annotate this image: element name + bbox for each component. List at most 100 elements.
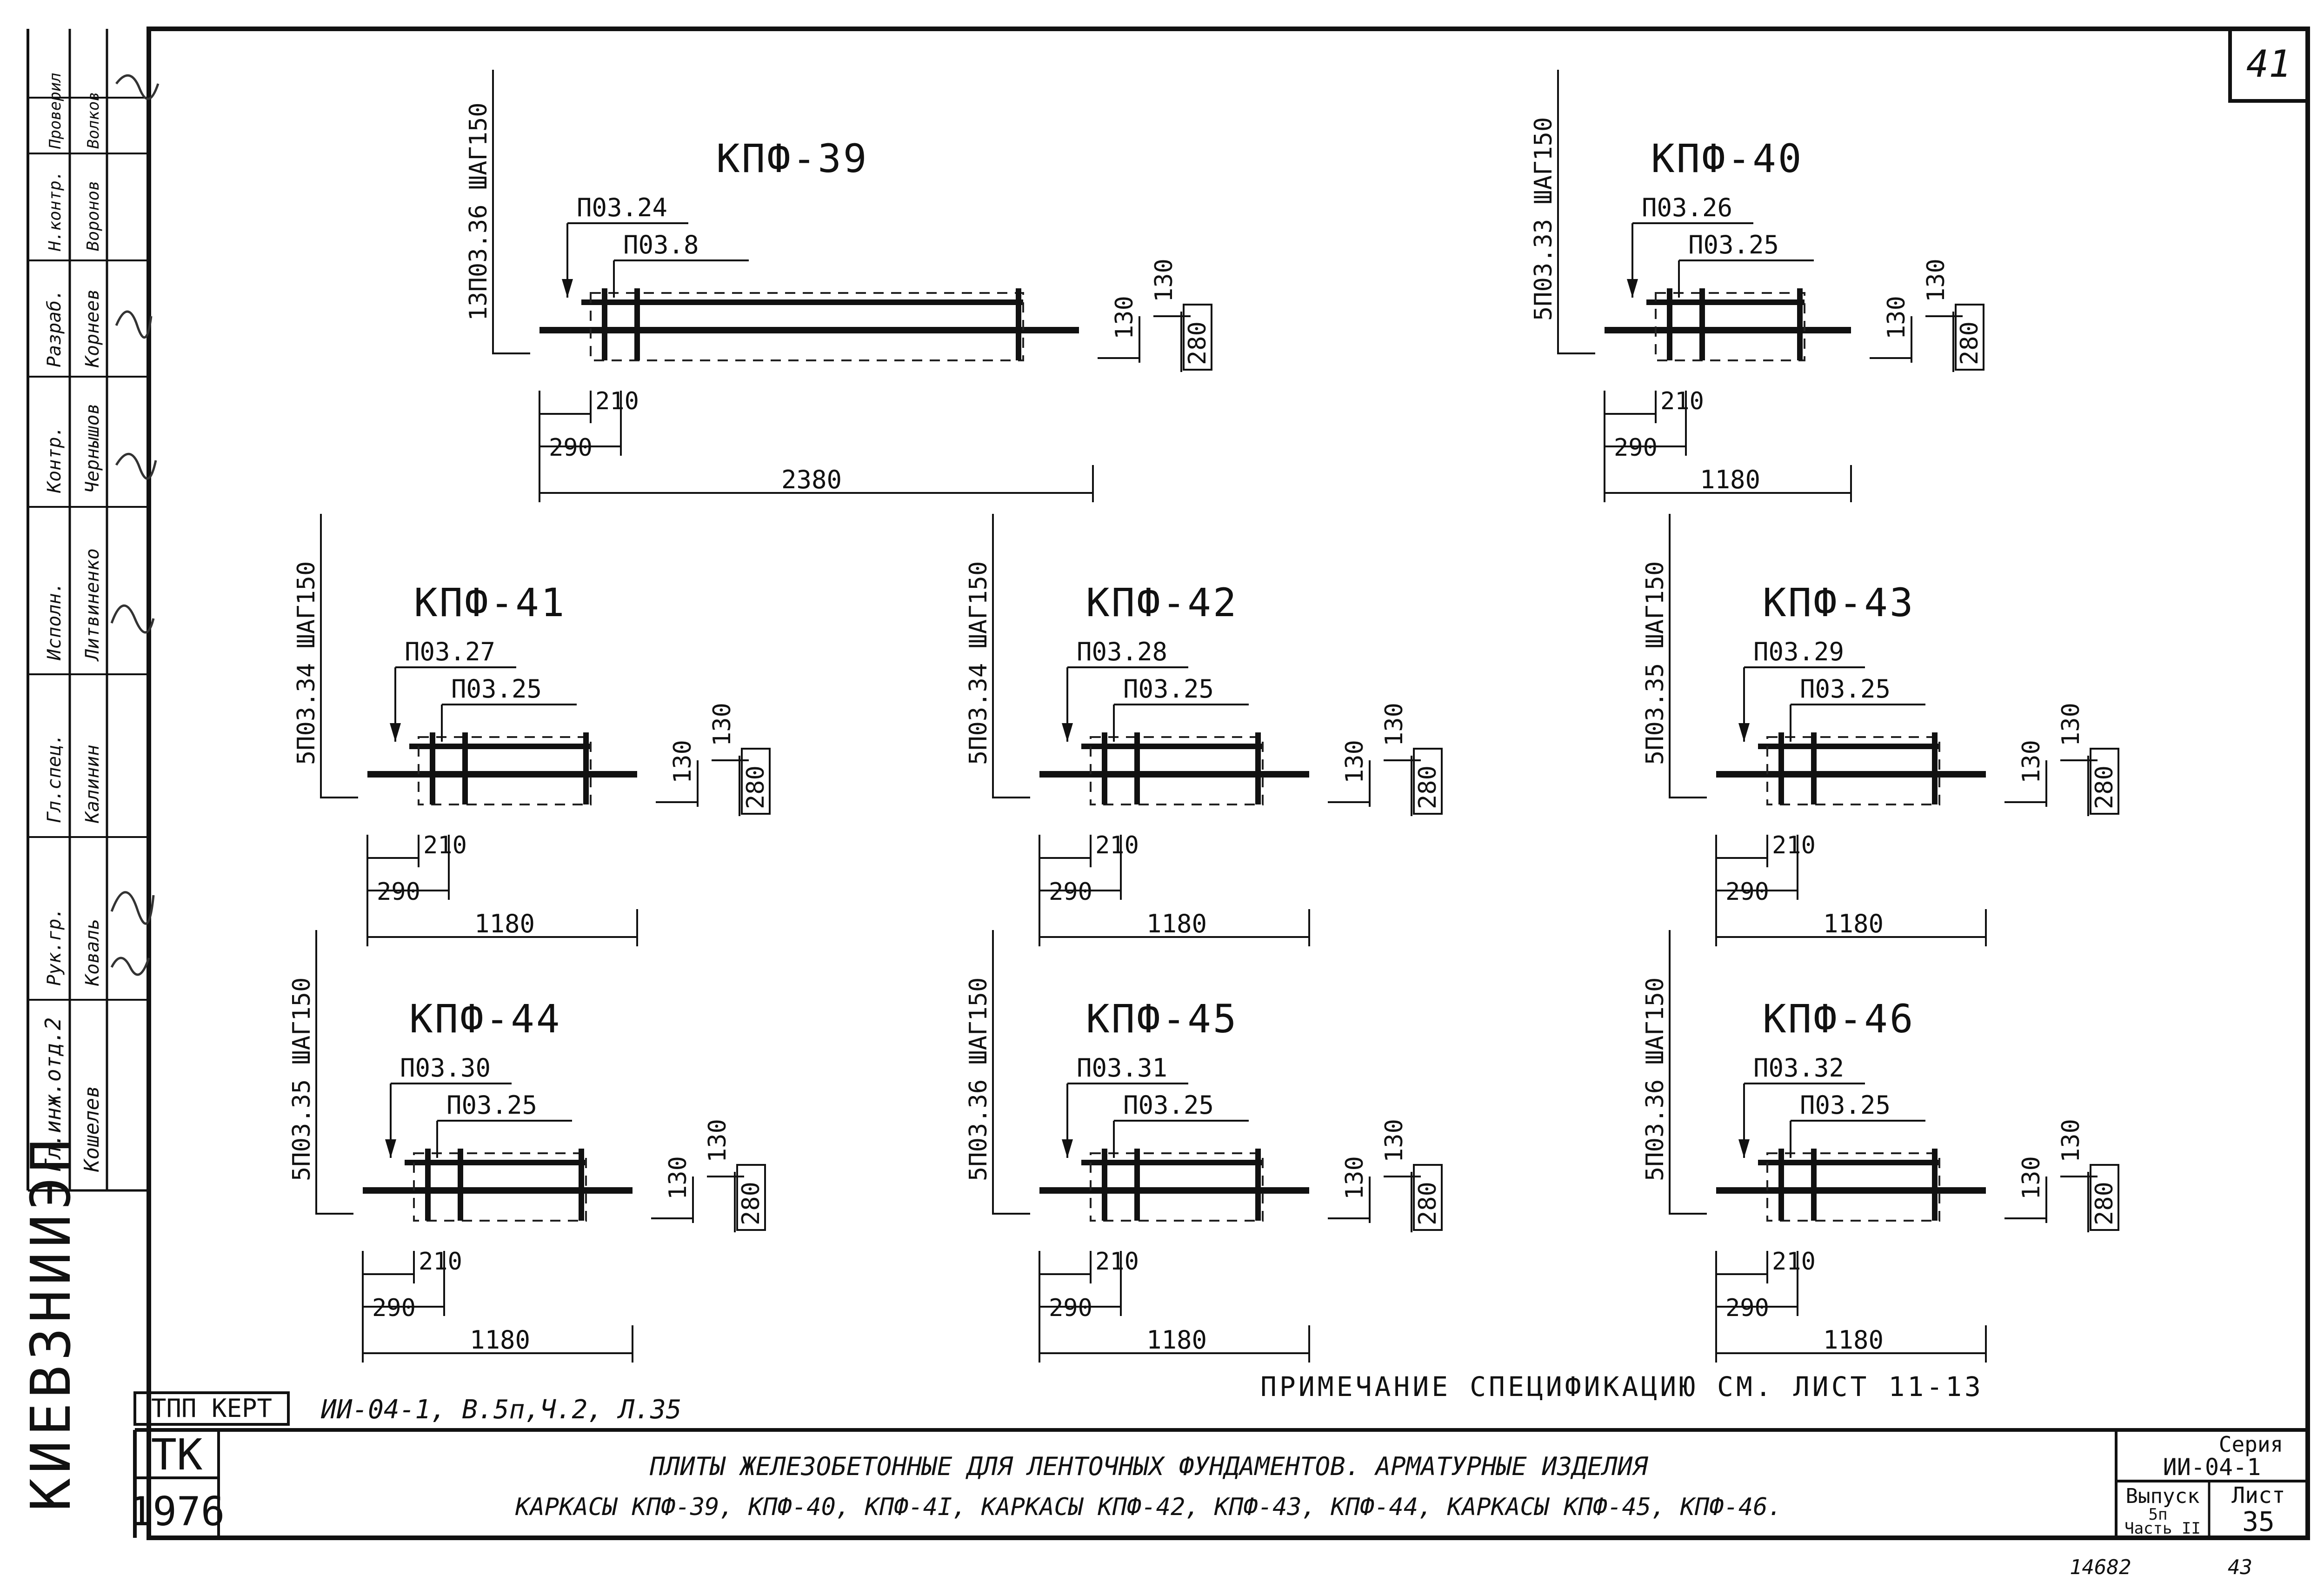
dim-280-box — [741, 748, 771, 815]
dim-280: 280 — [2091, 765, 2118, 809]
name-label: Воронов — [84, 180, 103, 251]
side-dimension-lines — [1328, 1172, 1421, 1232]
role-label: Гл.инж.отд.2 — [40, 1017, 66, 1172]
organization-name: КИЕВЗНИИЭП — [19, 1135, 83, 1511]
dashed-outline — [413, 1152, 587, 1222]
dim-length: 1180 — [1823, 1325, 1884, 1355]
name-label: Коваль — [82, 919, 103, 987]
callout-line — [992, 930, 1030, 1215]
role-label: Проверил — [46, 73, 65, 149]
specification-note: ПРИМЕЧАНИЕ СПЕЦИФИКАЦИЮ СМ. ЛИСТ 11-13 — [1260, 1371, 1984, 1403]
main-bar-label: П03.26 — [1642, 193, 1732, 222]
transverse-bar-label: 5П03.35 ШАГ150 — [288, 977, 316, 1181]
second-bar-label: П03.25 — [1123, 1090, 1214, 1120]
leader-line — [1113, 1120, 1249, 1158]
dim-280: 280 — [742, 765, 770, 809]
dim-130: 130 — [669, 740, 697, 784]
dim-130: 130 — [664, 1156, 692, 1200]
tpp-stamp-box — [133, 1391, 290, 1426]
dim-280-box — [736, 1164, 766, 1231]
main-bar-label: П03.28 — [1077, 637, 1167, 666]
transverse-bar-label: 5П03.35 ШАГ150 — [1641, 561, 1669, 765]
role-label: Н.контр. — [46, 171, 65, 252]
part-label: Часть II — [2124, 1519, 2201, 1538]
frame-title: КПФ-43 — [1763, 580, 1915, 625]
corner-number: 41 — [2246, 42, 2291, 86]
callout-line — [315, 930, 353, 1215]
frame-title: КПФ-41 — [414, 580, 566, 625]
dim-210: 210 — [595, 387, 639, 415]
side-dimension-lines — [1870, 312, 1963, 372]
dim-length: 1180 — [1146, 909, 1207, 938]
callout-line — [492, 70, 530, 354]
dim-length: 1180 — [1823, 909, 1884, 938]
second-bar-label: П03.25 — [1800, 1090, 1891, 1120]
dim-130: 130 — [2018, 1156, 2045, 1200]
callout-line — [992, 514, 1030, 798]
dim-280: 280 — [737, 1182, 765, 1225]
dim-130: 130 — [1380, 1119, 1408, 1163]
dim-130: 130 — [1380, 703, 1408, 746]
leader-arrow — [1062, 1139, 1073, 1158]
title-block — [133, 1428, 2308, 1538]
side-dimension-lines — [1098, 312, 1191, 372]
dim-130: 130 — [1883, 296, 1911, 339]
frame-title: КПФ-44 — [409, 996, 561, 1042]
dim-280: 280 — [1184, 321, 1212, 365]
name-label: Кошелев — [80, 1086, 104, 1172]
dim-290: 290 — [372, 1294, 416, 1322]
name-label: Чернышов — [82, 403, 103, 493]
dim-length: 1180 — [1700, 465, 1760, 494]
second-bar-label: П03.25 — [1688, 230, 1779, 259]
second-bar-label: П03.25 — [446, 1090, 537, 1120]
dim-280: 280 — [2091, 1182, 2118, 1225]
dim-210: 210 — [1660, 387, 1704, 415]
leader-line — [613, 259, 749, 298]
callout-line — [1669, 514, 1707, 798]
series-label: Серия — [2219, 1432, 2283, 1457]
dim-210: 210 — [1772, 831, 1816, 859]
issue-value: 5п — [2149, 1505, 2168, 1524]
dim-290: 290 — [1049, 878, 1092, 906]
name-label: Литвиненко — [82, 548, 103, 662]
dim-280-box — [2090, 748, 2119, 815]
frame-title: КПФ-45 — [1086, 996, 1238, 1042]
callout-line — [320, 514, 358, 798]
dim-210: 210 — [1772, 1248, 1816, 1276]
transverse-bar-label: 5П03.36 ШАГ150 — [1641, 977, 1669, 1181]
sheet-border — [146, 27, 2310, 1540]
main-bar-label: П03.29 — [1753, 637, 1844, 666]
dim-130: 130 — [1111, 296, 1139, 339]
frame-title: КПФ-40 — [1651, 136, 1803, 181]
leader-line — [1678, 259, 1814, 298]
dim-290: 290 — [1049, 1294, 1092, 1322]
side-dimension-lines — [2004, 1172, 2098, 1232]
main-bar-label: П03.32 — [1753, 1053, 1844, 1083]
role-label: Рук.гр. — [44, 907, 65, 986]
dashed-outline — [1655, 292, 1805, 361]
dim-210: 210 — [1095, 1248, 1139, 1276]
dimension-lines — [1715, 835, 1987, 946]
dashed-outline — [1766, 1152, 1940, 1222]
tpp-reference: ИИ-04-1, В.5п,Ч.2, Л.35 — [320, 1395, 681, 1425]
dim-length: 1180 — [474, 909, 535, 938]
leader-arrow — [390, 723, 401, 742]
dim-130: 130 — [1150, 259, 1178, 302]
second-bar-label: П03.25 — [1800, 674, 1891, 704]
role-label: Контр. — [44, 426, 65, 494]
side-dimension-lines — [2004, 756, 2098, 816]
dashed-outline — [1090, 736, 1264, 805]
page-number-handwritten: 43 — [2228, 1555, 2252, 1579]
dim-280-box — [1413, 748, 1443, 815]
dim-280: 280 — [1956, 321, 1984, 365]
dim-280-box — [1183, 304, 1212, 371]
dim-280-box — [1955, 304, 1984, 371]
dim-290: 290 — [377, 878, 420, 906]
